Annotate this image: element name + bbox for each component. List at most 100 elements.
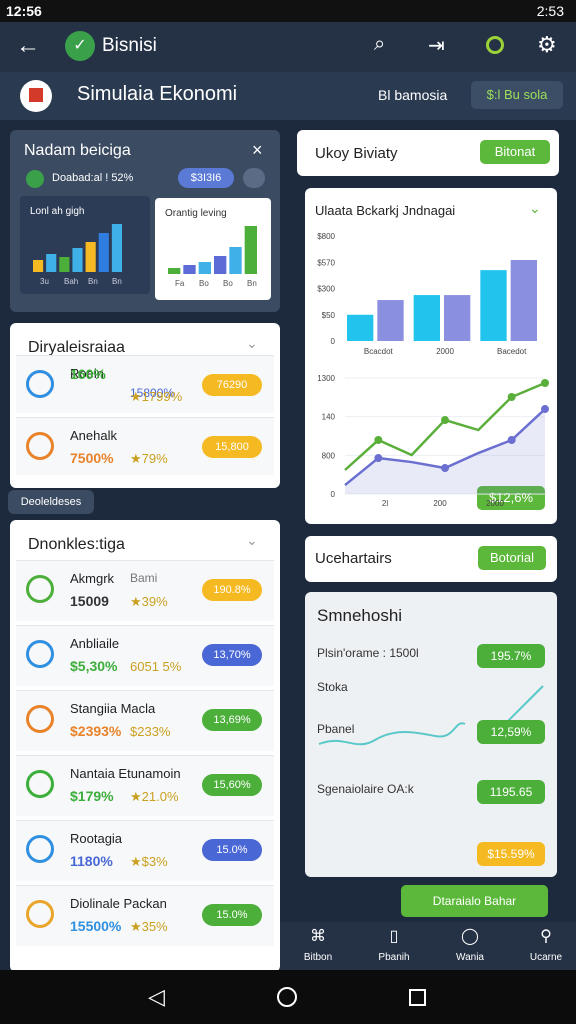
summary-label: Plsin'orame : 1500l [317,646,419,660]
expand-icon[interactable]: ⌄ [529,200,541,216]
item-icon [26,640,54,668]
nav-item[interactable]: ⌘ Bitbon [280,926,356,968]
summary-label: Sgenaiolaire OA:k [317,782,414,796]
item-badge: 13,69% [202,709,262,731]
charts-card: Ucehartairs Botorial [305,536,557,582]
x-label: 2000 [486,499,504,508]
item-badge: 15,60% [202,774,262,796]
overview-card: Nadam beiciga × Doabad:al ! 52% $3I3I6 L… [10,130,280,312]
bottom-nav: ⌘ Bitbon ▯ Pbanih ◯ Wania ⚲ Ucarne [280,922,576,970]
bar [183,265,196,274]
y-label: 800 [322,451,336,460]
notification-icon[interactable] [486,36,504,54]
nav-icon: ⚲ [540,928,552,945]
item-pct: $179% [70,788,114,804]
nav-label: Ucarne [529,952,563,963]
item-badge: 15,800 [202,436,262,458]
bar [46,254,57,272]
x-label: 2l [382,499,388,508]
app-title: Bisnisi [102,35,157,56]
x-label: 200 [433,499,447,508]
mini-chart-a: Lonl ah gigh 3u Bah Bn Bn [20,196,150,294]
item-badge: 13,70% [202,644,262,666]
item-icon [26,432,54,460]
mini-chart-title: Lonl ah gigh [30,206,85,217]
header: Simulaia Ekonomi Bl bamosia $:l Bu sola [0,72,576,120]
list-row[interactable]: Roein 15800% 160% ★1799% 76290 [16,355,274,413]
home-nav[interactable] [277,987,297,1007]
list-row[interactable]: Rootagia 1180% ★$3% 15.0% [16,820,274,881]
list-row[interactable]: Anehalk 7500% ★79% 15,800 [16,417,274,475]
close-button[interactable]: × [252,140,263,160]
clock: 2:53 [536,3,564,19]
search-icon[interactable]: ⌕ [374,33,386,55]
x-label: Bah [64,277,78,286]
header-button[interactable]: $:l Bu sola [471,81,563,109]
item-icon [26,900,54,928]
share-icon[interactable]: ⇥ [428,35,445,57]
collapse-icon: ⌄ [246,532,258,548]
bar [85,242,96,272]
nav-label: Pbanih [378,952,410,963]
status-bar: 12:56 2:53 [0,0,576,22]
summary-card: Smnehoshi Plsin'orame : 1500l 195.7% Stoka… [305,592,557,877]
overview-badge: Doabad:al ! 52% [52,172,134,184]
nav-item[interactable]: ◯ Wania [432,926,508,968]
item-rating: ★35% [130,919,168,934]
back-button[interactable]: ← [16,32,40,59]
settings-icon[interactable]: ⚙ [537,32,557,57]
point [441,464,449,473]
header-title: Simulaia Ekonomi [77,83,238,105]
x-label: Bo [223,279,233,288]
nav-label: Bitbon [303,952,333,963]
activity-title: Ukoy Biviaty [315,145,398,162]
activity-card: Ukoy Biviaty Bitonat [297,130,559,176]
time: 12:56 [6,3,42,19]
nav-icon: ◯ [461,928,479,945]
item-rating: ★$3% [130,854,168,869]
overview-chip[interactable]: $3I3I6 [178,168,234,188]
item-icon [26,575,54,603]
bar [198,262,211,274]
item-name: Nantaia Etunamoin [70,766,181,781]
bar [229,247,242,274]
charts-button[interactable]: Botorial [478,546,546,570]
x-label: Bo [199,279,209,288]
y-label: 1300 [317,374,335,383]
summary-button[interactable]: Dtaraialo Bahar [401,885,548,917]
nav-item[interactable]: ▯ Pbanih [356,926,432,968]
list-row[interactable]: Stangiia Macla $2393% $233% 13,69% [16,690,274,751]
system-nav: ◁ [0,970,576,1024]
point [541,405,549,414]
bar [244,226,257,274]
back-nav[interactable]: ◁ [148,984,165,1009]
chart-svg: Fa Bo Bo Bn [168,226,257,288]
list-row[interactable]: Diolinale Packan 15500% ★35% 15.0% [16,885,274,946]
list-row[interactable]: Anbliaile $5,30% 6051 5% 13,70% [16,625,274,686]
activity-button[interactable]: Bitonat [480,140,550,164]
item-badge: 15.0% [202,904,262,926]
mini-chart-title: Orantig leving [165,208,227,219]
app-bar: ← ✓ Bisnisi ⌕ ⇥ ⚙ [0,22,576,72]
bar [168,268,181,274]
list-row[interactable]: Nantaia Etunamoin $179% ★21.0% 15,60% [16,755,274,816]
nav-item[interactable]: ⚲ Ucarne [508,926,576,968]
header-link[interactable]: Bl bamosia [378,87,448,103]
header-logo [20,80,52,112]
item-name: Roein [70,366,104,381]
item-pct: 15500% [70,918,122,934]
x-label: Bacedot [497,347,527,356]
chip-toggle[interactable] [243,168,265,188]
item-pct: $5,30% [70,658,118,674]
recent-nav[interactable] [409,989,426,1006]
bar [59,257,70,272]
point [374,454,383,463]
nav-label: Wania [456,952,484,963]
item-name: Anbliaile [70,636,120,651]
item-rating: ★1799% [130,389,183,404]
list-row[interactable]: Akmgrk Bami 15009 ★39% 190.8% [16,560,274,621]
point [541,378,549,387]
x-label: 2000 [436,347,454,356]
logo: ✓ [65,31,95,61]
